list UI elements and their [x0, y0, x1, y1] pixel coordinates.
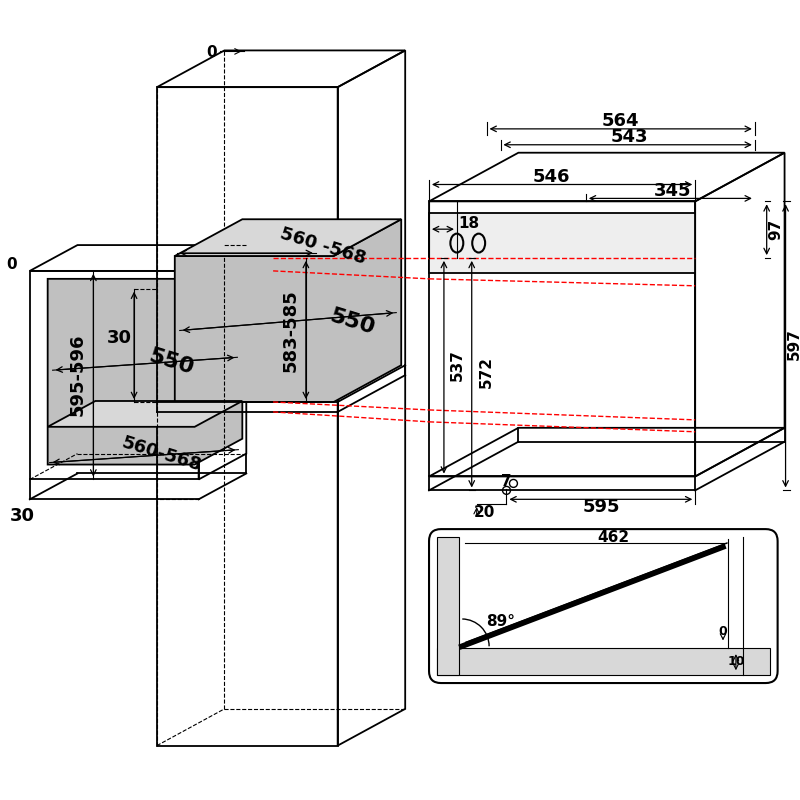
- Text: 18: 18: [458, 216, 479, 230]
- Text: 560-568: 560-568: [120, 434, 204, 475]
- Circle shape: [502, 486, 510, 494]
- Text: 543: 543: [611, 128, 648, 146]
- Text: 89°: 89°: [486, 614, 515, 629]
- Text: 10: 10: [727, 654, 745, 668]
- Text: 0: 0: [206, 45, 217, 60]
- Polygon shape: [48, 253, 242, 465]
- Text: 30: 30: [10, 507, 34, 525]
- Text: 7: 7: [501, 474, 512, 489]
- Text: 20: 20: [474, 505, 495, 520]
- Circle shape: [510, 479, 518, 487]
- Text: 0: 0: [718, 625, 727, 638]
- Polygon shape: [437, 648, 770, 675]
- FancyBboxPatch shape: [429, 529, 778, 683]
- Text: 97: 97: [768, 218, 783, 240]
- Polygon shape: [437, 537, 459, 675]
- Text: 550: 550: [327, 306, 378, 339]
- Text: 564: 564: [602, 112, 639, 130]
- Text: 0: 0: [6, 258, 18, 273]
- Text: 583-585: 583-585: [282, 289, 300, 372]
- Text: 546: 546: [533, 167, 570, 186]
- Text: 595: 595: [583, 498, 621, 516]
- Text: 572: 572: [479, 356, 494, 388]
- Text: 30: 30: [106, 330, 132, 347]
- Polygon shape: [174, 219, 402, 402]
- Text: 560 -568: 560 -568: [278, 225, 368, 268]
- Text: 537: 537: [450, 350, 464, 381]
- Polygon shape: [174, 219, 402, 256]
- Text: 595-596: 595-596: [69, 334, 86, 417]
- Text: 550: 550: [146, 346, 196, 378]
- Text: 597: 597: [787, 329, 800, 360]
- Polygon shape: [48, 401, 242, 427]
- Text: 345: 345: [654, 182, 691, 201]
- Polygon shape: [429, 214, 695, 273]
- Text: 462: 462: [598, 530, 630, 545]
